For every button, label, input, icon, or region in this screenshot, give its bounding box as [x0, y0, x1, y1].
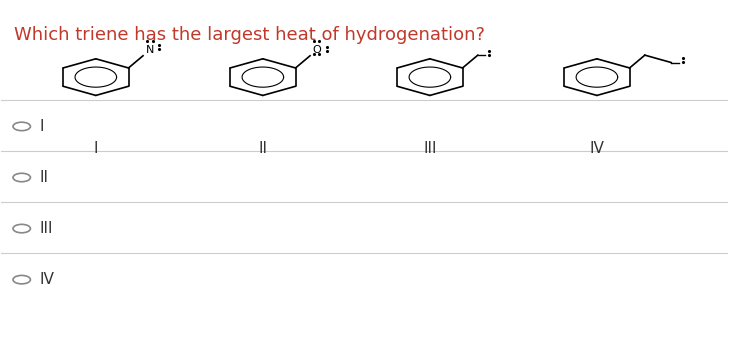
Text: O: O	[312, 45, 321, 55]
Text: II: II	[258, 141, 268, 155]
Text: III: III	[423, 141, 437, 155]
Text: I: I	[93, 141, 98, 155]
Text: II: II	[40, 170, 49, 185]
Text: I: I	[40, 119, 44, 134]
Text: IV: IV	[40, 272, 55, 287]
Text: IV: IV	[590, 141, 604, 155]
Text: III: III	[40, 221, 53, 236]
Text: Which triene has the largest heat of hydrogenation?: Which triene has the largest heat of hyd…	[15, 26, 486, 44]
Text: N: N	[146, 45, 155, 55]
